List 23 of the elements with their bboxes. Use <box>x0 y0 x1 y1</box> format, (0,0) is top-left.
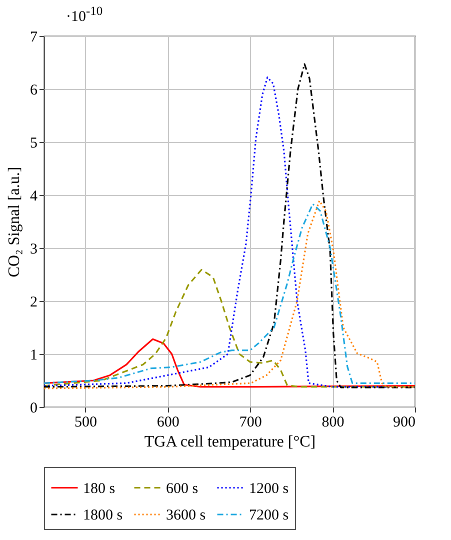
legend-label: 1800 s <box>83 508 123 524</box>
legend-label: 600 s <box>166 480 198 497</box>
x-tick-label: 900 <box>393 414 416 430</box>
legend-label: 7200 s <box>249 508 289 524</box>
line-series <box>43 268 416 388</box>
y-tick-label: 0 <box>30 400 38 416</box>
y-tick-label: 3 <box>30 242 38 258</box>
x-tick-label: 600 <box>156 414 180 430</box>
y-tick-label: 6 <box>30 82 38 98</box>
y-tick-label: 2 <box>30 294 38 310</box>
y-tick-label: 1 <box>30 348 38 364</box>
y-tick-label: 7 <box>30 30 38 46</box>
y-tick-label: 4 <box>30 188 38 204</box>
legend-label: 180 s <box>83 480 116 497</box>
legend-label: 3600 s <box>166 508 206 524</box>
legend-label: 1200 s <box>249 480 289 497</box>
x-tick-label: 800 <box>322 414 344 430</box>
y-axis-title: CO₂ Signal [a.u.] <box>6 166 23 278</box>
x-tick-label: 700 <box>239 414 262 430</box>
x-axis-title: TGA cell temperature [°C] <box>144 434 316 450</box>
text: ·10$^{-10}$ <box>66 4 103 25</box>
x-tick-label: 500 <box>74 414 97 430</box>
y-tick-label: 5 <box>30 136 38 152</box>
